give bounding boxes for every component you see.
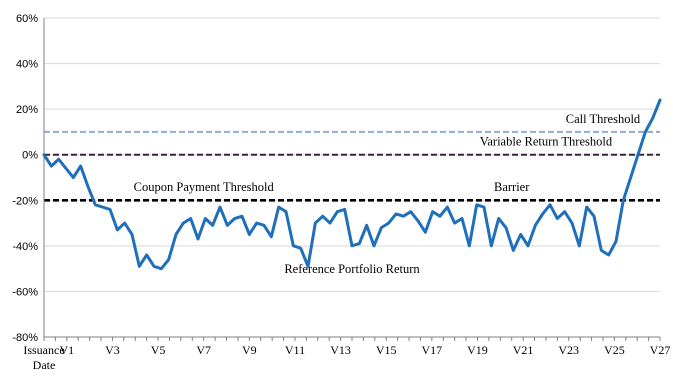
y-tick-label-7: -80% xyxy=(12,332,38,344)
x-tick-label-line: V5 xyxy=(151,343,166,357)
x-tick-label-6: V11 xyxy=(285,343,305,357)
x-tick-label-3: V5 xyxy=(151,343,166,357)
x-tick-label-line: V21 xyxy=(513,343,534,357)
annotation-2: Coupon Payment Threshold xyxy=(134,180,275,194)
x-tick-label-line: V11 xyxy=(285,343,305,357)
x-tick-label-2: V3 xyxy=(105,343,120,357)
axes xyxy=(43,18,661,341)
y-tick-label-6: -60% xyxy=(12,286,38,298)
series-line-0 xyxy=(42,98,662,271)
x-tick-label-line: V23 xyxy=(558,343,579,357)
x-tick-label-9: V17 xyxy=(422,343,443,357)
y-tick-label-3: 0% xyxy=(22,150,38,162)
annotations: Call Threshold Variable Return Threshold C… xyxy=(134,112,641,276)
x-tick-label-line: Date xyxy=(33,358,56,372)
x-tick-label-line: Issuance xyxy=(23,343,64,357)
x-tick-label-line: V15 xyxy=(376,343,397,357)
x-tick-label-line: V25 xyxy=(604,343,625,357)
x-tick-label-14: V27 xyxy=(650,343,671,357)
x-tick-label-1: V1 xyxy=(59,343,74,357)
x-tick-label-4: V7 xyxy=(196,343,211,357)
annotation-1: Variable Return Threshold xyxy=(480,135,613,149)
x-tick-label-0: Issuance Date xyxy=(23,343,64,372)
x-tick-label-11: V21 xyxy=(513,343,534,357)
x-tick-label-line: V19 xyxy=(467,343,488,357)
x-tick-label-line: V27 xyxy=(650,343,671,357)
y-tick-labels: 60% 40% 20% 0% -20% -40% -60% -80% xyxy=(12,13,38,344)
x-tick-label-7: V13 xyxy=(330,343,351,357)
x-tick-label-line: V9 xyxy=(242,343,257,357)
x-tick-label-10: V19 xyxy=(467,343,488,357)
y-tick-label-5: -40% xyxy=(12,241,38,253)
x-tick-label-13: V25 xyxy=(604,343,625,357)
x-tick-label-line: V13 xyxy=(330,343,351,357)
y-tick-label-2: 20% xyxy=(16,104,38,116)
annotation-0: Call Threshold xyxy=(566,112,641,126)
x-tick-label-line: V1 xyxy=(59,343,74,357)
y-tick-label-0: 60% xyxy=(16,13,38,25)
series-lines xyxy=(42,98,662,271)
x-tick-label-line: V17 xyxy=(422,343,443,357)
x-tick-label-8: V15 xyxy=(376,343,397,357)
gridlines xyxy=(44,17,660,338)
x-tick-label-12: V23 xyxy=(558,343,579,357)
x-tick-label-line: V3 xyxy=(105,343,120,357)
y-tick-label-4: -20% xyxy=(12,195,38,207)
x-tick-label-line: V7 xyxy=(196,343,211,357)
annotation-3: Barrier xyxy=(494,180,530,194)
y-tick-label-1: 40% xyxy=(16,59,38,71)
x-tick-label-5: V9 xyxy=(242,343,257,357)
threshold-lines xyxy=(44,130,660,202)
annotation-4: Reference Portfolio Return xyxy=(284,262,420,276)
